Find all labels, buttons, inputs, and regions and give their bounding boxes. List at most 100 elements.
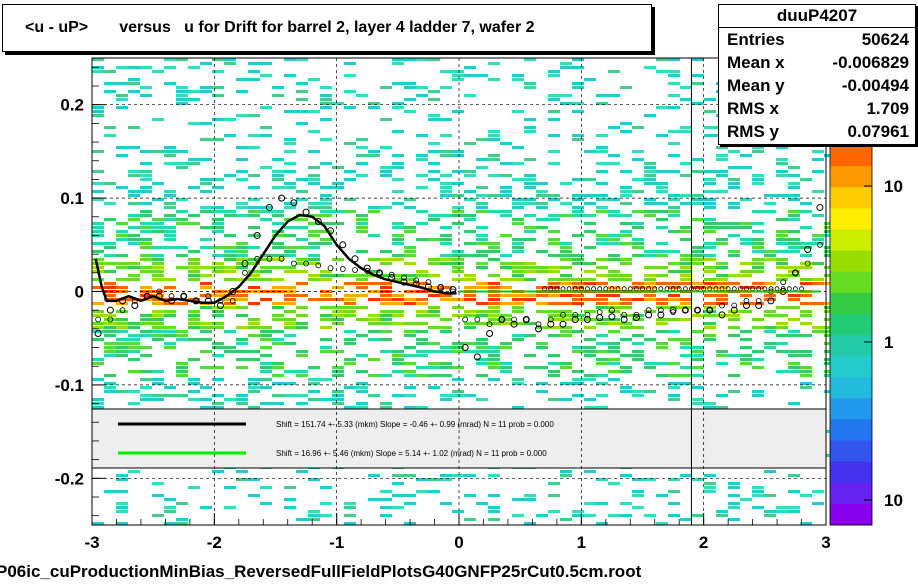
heatmap-cell (608, 242, 620, 245)
heatmap-cell (536, 342, 548, 345)
heatmap-cell (620, 278, 632, 281)
heatmap-cell (116, 310, 128, 313)
heatmap-cell (152, 330, 164, 333)
profile-marker (216, 302, 224, 310)
heatmap-cell (416, 210, 428, 213)
heatmap-cell (176, 86, 188, 89)
heatmap-cell (644, 366, 656, 369)
heatmap-cell (392, 258, 404, 261)
heatmap-cell (296, 306, 308, 309)
heatmap-cell (608, 162, 620, 165)
heatmap-cell (812, 326, 824, 329)
heatmap-cell (620, 354, 632, 357)
heatmap-cell (128, 350, 140, 353)
colorbar-band (830, 503, 872, 526)
heatmap-cell (356, 318, 368, 321)
heatmap-cell (596, 210, 608, 213)
heatmap-cell (632, 494, 644, 497)
heatmap-cell (284, 322, 296, 325)
heatmap-cell (308, 178, 320, 181)
heatmap-cell (692, 258, 704, 261)
heatmap-cell (584, 222, 596, 225)
heatmap-cell (692, 218, 704, 221)
heatmap-cell (440, 330, 452, 333)
heatmap-cell (692, 262, 704, 265)
x-tick-label: -3 (84, 533, 99, 552)
heatmap-cell (668, 286, 680, 289)
heatmap-cell (752, 282, 764, 285)
heatmap-cell (524, 266, 536, 269)
heatmap-cell (320, 294, 332, 297)
profile-marker (510, 320, 518, 328)
heatmap-cell (560, 314, 572, 317)
heatmap-cell (344, 210, 356, 213)
heatmap-cell (188, 378, 200, 381)
heatmap-cell (128, 326, 140, 329)
heatmap-cell (452, 342, 464, 345)
heatmap-cell (296, 470, 308, 473)
heatmap-cell (620, 262, 632, 265)
heatmap-cell (620, 258, 632, 261)
heatmap-cell (248, 358, 260, 361)
heatmap-cell (92, 322, 104, 325)
colorbar-tick-label: 10 (884, 491, 903, 510)
heatmap-cell (188, 270, 200, 273)
heatmap-cell (524, 226, 536, 229)
heatmap-cell (584, 502, 596, 505)
heatmap-cell (716, 278, 728, 281)
heatmap-cell (188, 250, 200, 253)
heatmap-cell (692, 386, 704, 389)
heatmap-cell (476, 346, 488, 349)
heatmap-cell (452, 346, 464, 349)
heatmap-cell (596, 350, 608, 353)
heatmap-cell (248, 146, 260, 149)
heatmap-cell (572, 370, 584, 373)
heatmap-cell (464, 254, 476, 257)
heatmap-cell (536, 190, 548, 193)
heatmap-cell (428, 490, 440, 493)
heatmap-cell (284, 186, 296, 189)
heatmap-cell (524, 278, 536, 281)
heatmap-cell (596, 238, 608, 241)
heatmap-cell (188, 322, 200, 325)
heatmap-cell (572, 66, 584, 69)
heatmap-cell (176, 162, 188, 165)
stats-label: Mean x (727, 53, 785, 72)
heatmap-cell (476, 202, 488, 205)
heatmap-cell (632, 350, 644, 353)
heatmap-cell (164, 206, 176, 209)
heatmap-cell (236, 90, 248, 93)
heatmap-cell (416, 154, 428, 157)
heatmap-cell (680, 194, 692, 197)
heatmap-cell (500, 214, 512, 217)
heatmap-cell (524, 58, 536, 61)
heatmap-cell (752, 390, 764, 393)
heatmap-cell (200, 398, 212, 401)
heatmap-cell (560, 282, 572, 285)
heatmap-cell (140, 242, 152, 245)
heatmap-cell (500, 362, 512, 365)
heatmap-cell (104, 134, 116, 137)
heatmap-cell (404, 198, 416, 201)
heatmap-cell (800, 302, 812, 305)
heatmap-cell (308, 150, 320, 153)
heatmap-cell (560, 382, 572, 385)
heatmap-cell (596, 170, 608, 173)
heatmap-cell (716, 190, 728, 193)
heatmap-cell (212, 354, 224, 357)
heatmap-cell (392, 354, 404, 357)
heatmap-cell (584, 374, 596, 377)
heatmap-cell (728, 250, 740, 253)
heatmap-cell (296, 178, 308, 181)
heatmap-cell (164, 150, 176, 153)
heatmap-cell (224, 62, 236, 65)
heatmap-cell (488, 358, 500, 361)
heatmap-cell (500, 286, 512, 289)
heatmap-cell (164, 326, 176, 329)
heatmap-cell (284, 182, 296, 185)
heatmap-cell (704, 266, 716, 269)
heatmap-cell (608, 358, 620, 361)
heatmap-cell (740, 498, 752, 501)
heatmap-cell (284, 370, 296, 373)
heatmap-cell (572, 394, 584, 397)
